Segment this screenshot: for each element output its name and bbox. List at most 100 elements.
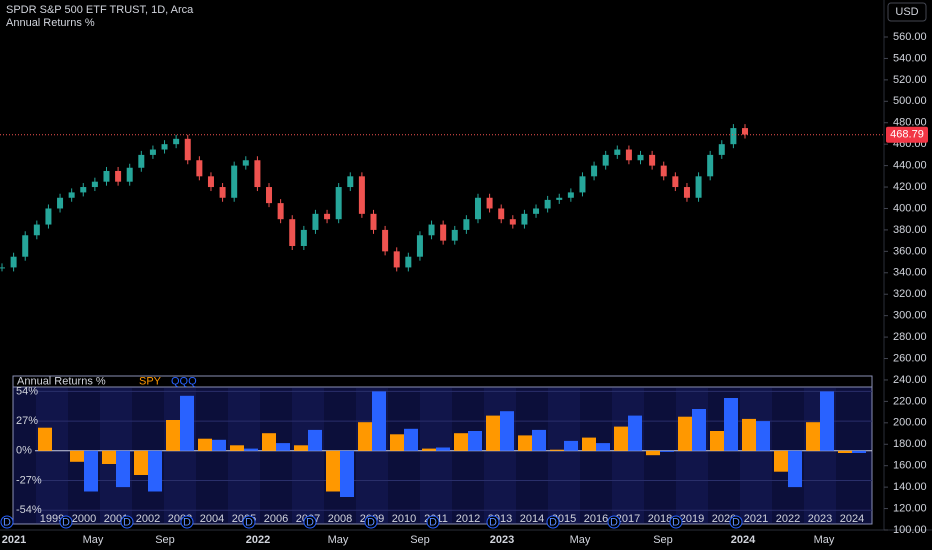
panel-tick-label: -54% (16, 504, 42, 516)
candle-body (358, 176, 365, 214)
year-label: 2018 (648, 513, 672, 525)
candle-body (451, 229, 458, 241)
dividend-marker (729, 515, 743, 529)
return-bar (614, 426, 628, 451)
price-tick-label: 420.00 (893, 181, 927, 193)
candle-body (637, 154, 644, 161)
dividend-marker (242, 515, 256, 529)
candle-body (22, 235, 29, 257)
time-label: 2021 (2, 534, 26, 546)
dividend-marker (426, 515, 440, 529)
column-stripe (420, 388, 452, 523)
dividend-marker-label: D (3, 516, 11, 528)
return-bar (518, 435, 532, 451)
year-label: 2017 (616, 513, 640, 525)
year-label: 2000 (72, 513, 96, 525)
dividend-marker-label: D (306, 516, 314, 528)
time-label: May (83, 534, 104, 546)
year-label: 2014 (520, 513, 544, 525)
return-bar (436, 447, 450, 451)
candle-body (266, 187, 273, 204)
year-label: 2022 (776, 513, 800, 525)
return-bar (180, 395, 194, 451)
candle-body (68, 192, 75, 198)
candle-body (463, 219, 470, 230)
candle-body (324, 213, 331, 220)
return-bar (788, 450, 802, 488)
return-bar (422, 448, 436, 451)
candle-body (498, 208, 505, 220)
return-bar (678, 416, 692, 451)
last-price-label: 468.79 (890, 129, 924, 141)
candle-body (382, 229, 389, 252)
currency-label[interactable]: USD (895, 6, 918, 18)
return-bar (134, 450, 148, 475)
column-stripe (228, 388, 260, 523)
year-label: 1999 (40, 513, 64, 525)
return-bar (212, 439, 226, 451)
candle-body (161, 144, 168, 150)
return-bar (806, 422, 820, 451)
dividend-marker-label: D (367, 516, 375, 528)
return-bar (372, 391, 386, 451)
price-tick-label: 500.00 (893, 95, 927, 107)
candle-body (672, 176, 679, 188)
return-bar (244, 448, 258, 451)
column-stripe (548, 388, 580, 523)
return-bar (38, 427, 52, 451)
panel-tick-label: 0% (16, 445, 32, 457)
return-bar (148, 450, 162, 492)
return-bar (70, 450, 84, 462)
candle-body (742, 128, 748, 135)
return-bar (564, 440, 578, 451)
candle-body (149, 149, 156, 155)
column-stripe (292, 388, 324, 523)
return-bar (358, 422, 372, 451)
candle-body (544, 199, 551, 209)
time-label: 2023 (490, 534, 514, 546)
candle-body (695, 176, 702, 198)
candle-body (683, 187, 690, 198)
return-bar (486, 415, 500, 451)
price-tick-label: 520.00 (893, 74, 927, 86)
dividend-marker (59, 515, 73, 529)
panel-tick-label: 54% (16, 385, 38, 397)
return-bar (404, 428, 418, 451)
year-label: 2024 (840, 513, 864, 525)
price-tick-label: 260.00 (893, 352, 927, 364)
return-bar (230, 445, 244, 451)
price-tick-label: 300.00 (893, 310, 927, 322)
price-tick-label: 120.00 (893, 502, 927, 514)
price-tick-label: 240.00 (893, 374, 927, 386)
dividend-marker-label: D (672, 516, 680, 528)
legend-entry: QQQ (171, 375, 197, 387)
candle-body (416, 235, 423, 257)
return-bar (116, 450, 130, 488)
candle-body (0, 267, 5, 269)
time-label: 2024 (731, 534, 756, 546)
year-label: 2021 (744, 513, 768, 525)
return-bar (308, 429, 322, 451)
currency-button[interactable] (887, 2, 927, 22)
candle-body (649, 154, 656, 166)
dividend-marker-label: D (245, 516, 253, 528)
dividend-marker-label: D (183, 516, 191, 528)
return-bar (742, 418, 756, 451)
candle-body (440, 224, 447, 241)
price-tick-label: 540.00 (893, 52, 927, 64)
price-tick-label: 320.00 (893, 288, 927, 300)
candle-body (33, 224, 40, 236)
dividend-marker-label: D (62, 516, 70, 528)
candle-body (207, 176, 214, 188)
return-bar (102, 450, 116, 464)
candle-body (428, 224, 435, 236)
dividend-marker-label: D (123, 516, 131, 528)
candle-body (115, 170, 122, 182)
return-bar (838, 450, 852, 453)
column-stripe (612, 388, 644, 523)
time-label: Sep (410, 534, 430, 546)
candle-body (556, 197, 563, 200)
symbol-title: SPDR S&P 500 ETF TRUST, 1D, Arca (6, 4, 194, 16)
column-stripe (740, 388, 772, 523)
